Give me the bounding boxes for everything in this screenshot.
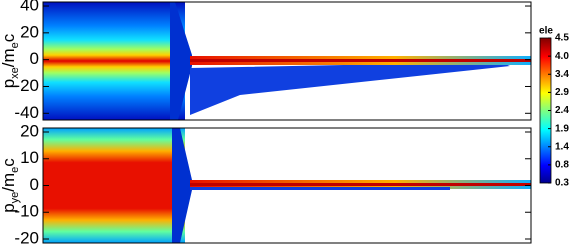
y-label-part: xe [9,67,21,79]
y-label-part: e [9,42,21,48]
frame-top [42,1,532,121]
y-axis-label: pxe/mec [0,33,21,88]
phase-space-top [43,2,531,120]
colorbar-tick-label: 3.4 [555,69,569,80]
y-label-part: c [0,33,18,42]
y-tick-label: 20 [20,121,39,140]
y-label-part: e [9,167,21,173]
y-label-part: /m [0,173,18,192]
y-axis-label: pye/mec [0,158,21,213]
colorbar-tick-label: 1.9 [555,123,569,134]
colorbar-title: ele [539,26,553,37]
y-tick-label: 10 [20,148,39,167]
y-tick-label: 0 [30,49,39,68]
y-tick-label: -20 [14,228,39,247]
y-tick-label: 40 [20,0,39,15]
phase-space-bottom [43,128,531,243]
colorbar-tick-label: 4.0 [555,51,569,62]
y-tick-label: -20 [14,76,39,95]
y-tick-label: -10 [14,202,39,221]
colorbar-tick-label: 1.4 [555,141,569,152]
y-label-part: p [0,203,18,212]
y-tick-label: 20 [20,22,39,41]
colorbar-tick-label: 2.4 [555,105,569,116]
y-label-part: p [0,79,18,88]
y-label-part: /m [0,48,18,67]
colorbar-tick-label: 0.8 [555,160,569,171]
colorbar-tick-label: 0.3 [555,178,569,189]
y-label-part: c [0,158,18,167]
y-tick-label: 0 [30,175,39,194]
colorbar-tick-label: 2.9 [555,87,569,98]
y-label-part: ye [9,192,21,204]
colorbar-tick-label: 4.5 [555,33,569,44]
y-tick-label: -40 [14,103,39,122]
